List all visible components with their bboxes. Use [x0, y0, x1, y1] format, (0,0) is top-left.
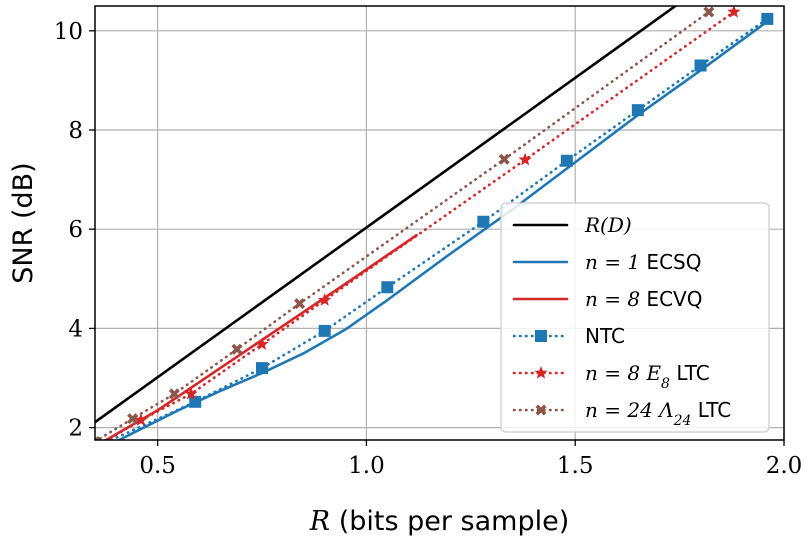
legend-item: n = 8 ECVQ	[512, 287, 702, 311]
series	[103, 233, 418, 440]
legend-label: n = 24 Λ24 LTC	[585, 398, 731, 429]
legend-item: n = 8 E8 LTC	[512, 361, 710, 392]
data-point	[703, 6, 715, 18]
series-line	[116, 17, 773, 440]
legend-label: R(D)	[584, 213, 632, 237]
x-tick-label: 1.0	[348, 453, 385, 479]
legend-label: n = 8 E8 LTC	[585, 361, 710, 392]
data-point	[535, 404, 547, 416]
legend-item: NTC	[512, 324, 625, 348]
data-point	[255, 337, 269, 350]
data-point	[498, 153, 510, 165]
data-point	[761, 12, 774, 25]
plot-area	[88, 6, 774, 453]
series-line	[108, 17, 769, 440]
axis-ticks: 0.5 1.0 1.5 2.0 2 4 6 8 10	[54, 19, 803, 479]
data-point	[560, 154, 573, 167]
y-tick-label: 10	[54, 19, 83, 45]
data-point	[184, 386, 198, 400]
y-tick-label: 4	[68, 316, 83, 342]
x-axis-label: R (bits per sample)	[309, 506, 569, 537]
y-tick-label: 2	[68, 416, 83, 442]
data-point	[231, 343, 243, 355]
legend-label: n = 1 ECSQ	[585, 250, 701, 274]
data-point	[727, 6, 741, 18]
data-point	[168, 388, 180, 400]
data-point	[127, 413, 139, 425]
series	[89, 12, 774, 453]
y-tick-label: 6	[68, 217, 83, 243]
data-point	[535, 330, 547, 342]
x-tick-label: 2.0	[766, 453, 803, 479]
data-point	[318, 324, 331, 337]
series	[95, 6, 677, 424]
data-point	[134, 413, 148, 426]
plot-frame	[94, 5, 785, 441]
data-point	[256, 362, 269, 375]
y-axis-label: SNR (dB)	[8, 162, 39, 283]
data-point	[518, 152, 532, 166]
legend-label: n = 8 ECVQ	[585, 287, 702, 311]
data-point	[694, 59, 707, 72]
x-tick-label: 0.5	[139, 453, 176, 479]
series	[116, 17, 773, 440]
series	[95, 6, 715, 440]
data-point	[477, 215, 490, 228]
data-point	[89, 441, 101, 453]
legend-label: NTC	[585, 324, 625, 348]
y-tick-label: 8	[68, 118, 83, 144]
series-line	[95, 6, 677, 424]
x-tick-label: 1.5	[557, 453, 594, 479]
data-point	[88, 440, 101, 453]
data-point	[294, 298, 306, 310]
x-axis-label-text: (bits per sample)	[330, 506, 569, 537]
legend-item: R(D)	[512, 213, 632, 237]
x-axis-label-math: R	[309, 506, 330, 537]
data-point	[381, 281, 394, 294]
data-point	[95, 435, 101, 440]
data-point	[631, 104, 644, 117]
data-point	[534, 366, 548, 379]
legend-item: n = 24 Λ24 LTC	[512, 398, 731, 429]
series	[88, 6, 741, 453]
legend-item: n = 1 ECSQ	[512, 250, 701, 274]
legend: R(D) n = 1 ECSQ n = 8 ECVQ NTC n = 8 E8 LTC n…	[500, 202, 770, 433]
data-point	[318, 293, 332, 306]
series-line	[103, 233, 418, 440]
data-point	[189, 395, 202, 408]
legend-box	[500, 202, 770, 433]
